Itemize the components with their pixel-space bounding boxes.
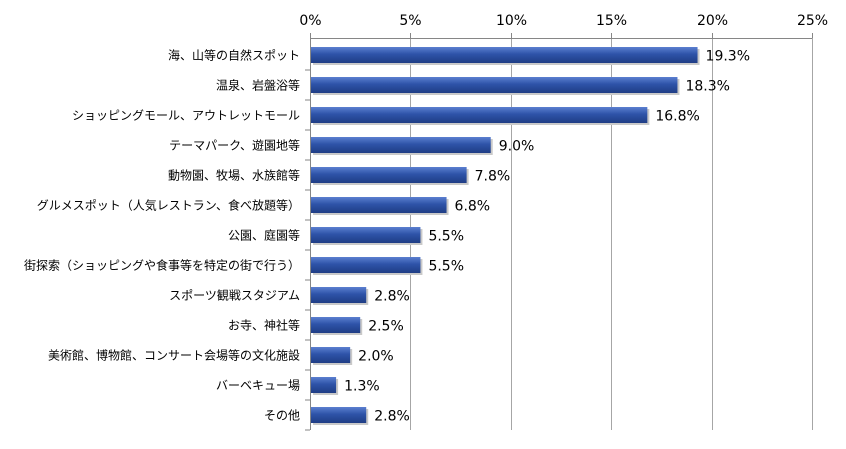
x-tick-label: 15% bbox=[596, 13, 627, 29]
x-tick-label: 20% bbox=[697, 13, 728, 29]
value-label: 5.5% bbox=[428, 229, 464, 245]
bar bbox=[311, 137, 491, 153]
bar bbox=[311, 47, 698, 63]
x-tick-label: 10% bbox=[496, 13, 527, 29]
category-label: 街探索（ショッピングや食事等を特定の街で行う） bbox=[24, 258, 300, 273]
value-label: 19.3% bbox=[706, 49, 750, 65]
category-label: バーベキュー場 bbox=[216, 379, 300, 393]
bar bbox=[311, 197, 447, 213]
category-label: テーマパーク、遊園地等 bbox=[169, 138, 300, 153]
value-label: 18.3% bbox=[685, 79, 729, 95]
category-label: お寺、神社等 bbox=[228, 318, 300, 333]
bar bbox=[311, 77, 678, 93]
bar bbox=[311, 287, 367, 303]
value-label: 2.0% bbox=[358, 349, 394, 365]
value-label: 2.8% bbox=[374, 409, 410, 425]
value-label: 2.5% bbox=[368, 319, 404, 335]
x-tick-label: 5% bbox=[399, 13, 421, 29]
value-label: 7.8% bbox=[475, 169, 511, 185]
value-label: 2.8% bbox=[374, 289, 410, 305]
category-label: その他 bbox=[264, 409, 300, 423]
bar bbox=[311, 347, 351, 363]
value-label: 16.8% bbox=[655, 109, 699, 125]
bar bbox=[311, 407, 367, 423]
category-label: 公園、庭園等 bbox=[228, 228, 300, 243]
x-tick-label: 0% bbox=[299, 13, 321, 29]
value-label: 1.3% bbox=[344, 379, 380, 395]
bar bbox=[311, 317, 361, 333]
category-label: 美術館、博物館、コンサート会場等の文化施設 bbox=[48, 348, 300, 363]
category-label: ショッピングモール、アウトレットモール bbox=[72, 109, 300, 123]
bar bbox=[311, 227, 421, 243]
x-tick-label: 25% bbox=[797, 13, 828, 29]
category-label: グルメスポット（人気レストラン、食べ放題等） bbox=[37, 198, 300, 213]
value-label: 6.8% bbox=[455, 199, 491, 215]
category-label: 海、山等の自然スポット bbox=[168, 48, 300, 63]
bar bbox=[311, 377, 337, 393]
value-label: 5.5% bbox=[428, 259, 464, 275]
category-label: 温泉、岩盤浴等 bbox=[216, 78, 300, 93]
value-label: 9.0% bbox=[499, 139, 535, 155]
bar bbox=[311, 167, 467, 183]
category-label: スポーツ観戦スタジアム bbox=[169, 289, 300, 303]
category-label: 動物園、牧場、水族館等 bbox=[168, 168, 300, 183]
bar bbox=[311, 107, 648, 123]
bar bbox=[311, 257, 421, 273]
